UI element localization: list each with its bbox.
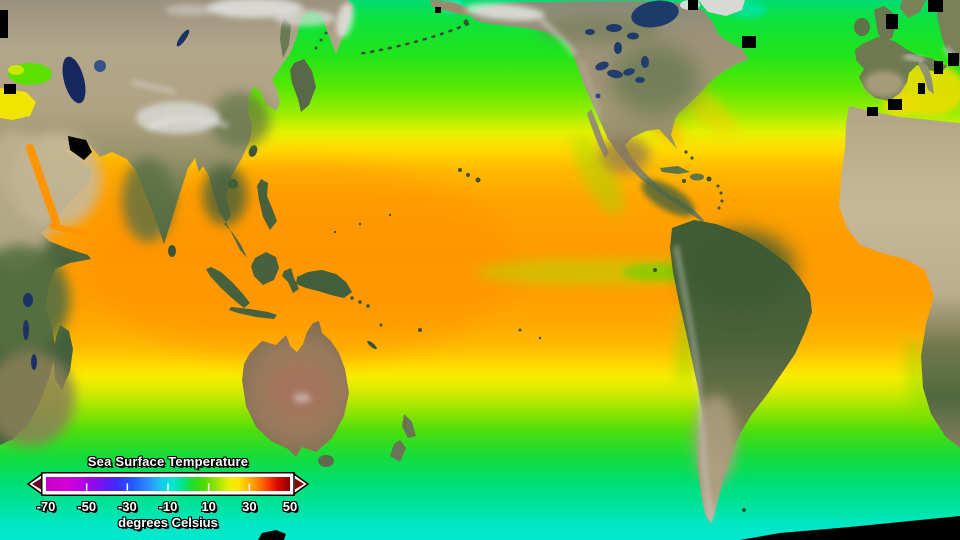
- great-salt-lake: [595, 93, 601, 99]
- rocky-mountains: [578, 59, 602, 121]
- amazon-green: [685, 230, 795, 310]
- new-zealand-south-island: [390, 440, 406, 462]
- lake-baikal: [176, 29, 190, 47]
- small-islands: [168, 19, 746, 512]
- italy: [918, 60, 934, 94]
- continent-eurasia-and-east-africa: [0, 0, 353, 445]
- sst-legend: Sea Surface Temperature -70 -50 -30 -10 10 30…: [27, 454, 309, 531]
- sulawesi: [282, 268, 299, 293]
- sahara-east: [0, 130, 55, 270]
- adriatic-no-data: [934, 61, 943, 74]
- aleutian-islands: [356, 22, 470, 56]
- indochina-green: [203, 165, 247, 225]
- taiwan: [248, 145, 258, 157]
- chukotka: [430, 0, 474, 16]
- coast-range-snow: [538, 18, 577, 57]
- andes-snow: [674, 245, 714, 521]
- new-guinea: [296, 270, 352, 298]
- hawaii: [458, 168, 462, 172]
- norway-coast: [900, 0, 926, 18]
- lake-victoria: [23, 293, 33, 307]
- colorbar-ticks: [85, 483, 251, 491]
- sumatra: [206, 267, 250, 308]
- lake-malawi: [31, 354, 37, 370]
- hispaniola: [690, 173, 704, 181]
- philippines: [257, 179, 277, 230]
- legend-units-label: degrees Celsius: [118, 515, 218, 530]
- eastern-us-green: [610, 45, 700, 115]
- alps-snow: [903, 54, 925, 62]
- legend-tick-label: 10: [201, 499, 216, 514]
- australia-red-center: [270, 365, 330, 415]
- central-africa-green: [0, 245, 70, 355]
- central-america-green: [641, 179, 695, 217]
- sakhalin: [280, 18, 291, 58]
- snow-mountains: [131, 0, 959, 521]
- legend-tick-label: -50: [77, 499, 97, 514]
- california-current: [573, 134, 623, 216]
- legend-title: Sea Surface Temperature: [87, 454, 249, 469]
- australia-salt-flats: [293, 393, 311, 403]
- persian-gulf-no-data: [68, 136, 92, 160]
- black-sea-west: [8, 65, 24, 75]
- siberia-snow: [207, 0, 303, 18]
- alboran-no-data: [888, 99, 902, 110]
- caspian-sea: [62, 56, 86, 104]
- cuba: [660, 166, 690, 174]
- legend-tick-label: -30: [117, 499, 137, 514]
- hudson-bay: [631, 0, 679, 28]
- india-green: [122, 158, 174, 242]
- galapagos: [653, 268, 657, 272]
- red-sea: [26, 144, 60, 226]
- falkland-islands: [742, 508, 746, 512]
- greenland-ice: [698, 0, 745, 16]
- aral-sea: [94, 60, 106, 72]
- levant-no-data: [4, 84, 16, 94]
- colorbar-right-arrow-fill: [295, 478, 304, 490]
- java: [229, 307, 277, 319]
- colorbar-left-arrow-fill: [32, 478, 41, 490]
- southern-africa: [0, 350, 75, 446]
- tasmania: [318, 455, 334, 467]
- antarctic-sea-ice-small: [258, 530, 286, 540]
- tian-shan: [131, 80, 176, 94]
- legend-colorbar: [27, 472, 309, 496]
- lake-tanganyika: [23, 320, 29, 340]
- new-caledonia: [367, 340, 377, 350]
- inland-waters: [0, 0, 700, 370]
- alaska-snow: [465, 3, 545, 21]
- sri-lanka: [168, 245, 176, 257]
- legend-tick-labels: -70 -50 -30 -10 10 30 50: [27, 499, 309, 514]
- legend-tick-label: -10: [158, 499, 178, 514]
- legend-tick-label: 30: [242, 499, 257, 514]
- borneo: [251, 252, 279, 285]
- legend-tick-label: -70: [36, 499, 56, 514]
- japan: [290, 59, 316, 112]
- south-china-green: [210, 92, 270, 148]
- jamaica: [682, 179, 686, 183]
- continent-africa-west: [839, 106, 960, 448]
- scandinavia: [937, 0, 960, 62]
- great-lakes: [595, 61, 609, 71]
- legend-tick-label: 50: [282, 499, 298, 514]
- north-sea-no-data: [886, 14, 898, 29]
- gulf-of-aden: [49, 223, 89, 237]
- kamchatka-snow: [336, 2, 354, 38]
- new-zealand-north-island: [402, 414, 416, 438]
- fiji: [418, 328, 422, 332]
- antarctic-sea-ice: [740, 516, 960, 540]
- ireland: [854, 18, 870, 36]
- baja-california: [587, 109, 609, 158]
- west-pacific-warm-pool: [85, 162, 515, 362]
- iberia-tan: [864, 71, 904, 97]
- mexico-brown: [600, 137, 650, 173]
- himalaya-range: [147, 116, 229, 130]
- east-mediterranean: [0, 88, 36, 120]
- puerto-rico: [706, 176, 712, 182]
